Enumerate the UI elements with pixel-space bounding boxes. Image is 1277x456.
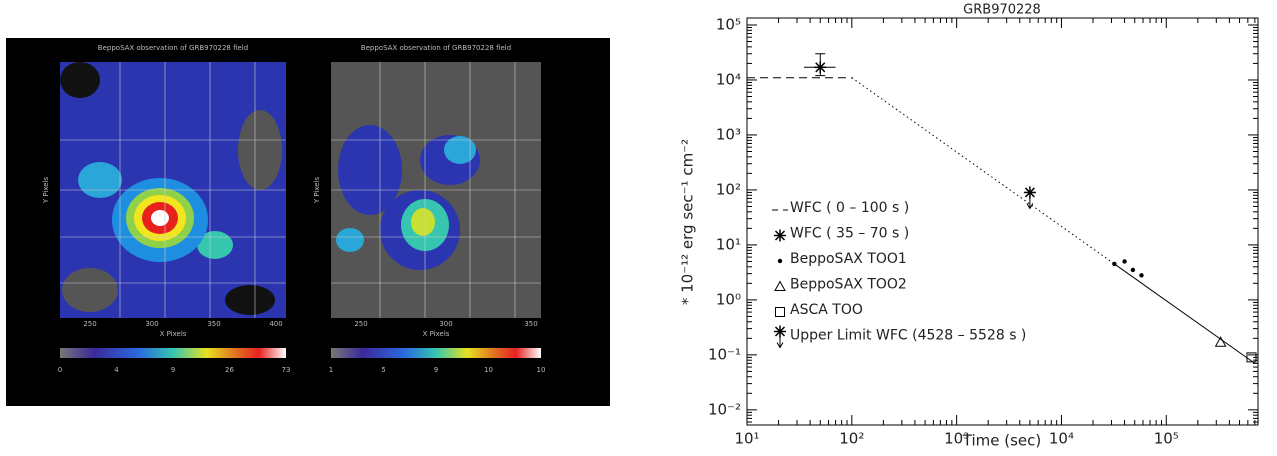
y-tick-label: 10⁵: [716, 15, 741, 33]
x-tick-label: 10³: [944, 430, 969, 448]
legend-item: Upper Limit WFC (4528 – 5528 s ): [774, 325, 1026, 349]
data-point: [1112, 261, 1117, 267]
colorbar-tick: 9: [434, 366, 438, 374]
y-tick-label: 10⁴: [716, 70, 741, 88]
panel-y-label: Y Pixels: [313, 176, 321, 204]
marker-arrow: [1026, 192, 1034, 210]
y-tick-label: 10⁻²: [708, 400, 741, 418]
blob: [62, 268, 118, 312]
colorbar: [60, 348, 286, 358]
legend-label: WFC ( 35 – 70 s ): [790, 226, 909, 242]
legend-item: BeppoSAX TOO1: [777, 251, 907, 267]
x-tick-label: 10⁵: [1154, 430, 1179, 448]
marker-dot: [1130, 267, 1136, 273]
colorbar-tick: 1: [329, 366, 333, 374]
data-point: [1246, 352, 1257, 363]
marker-stroke: [815, 62, 826, 73]
colorbar-tick: 73: [282, 366, 291, 374]
panel-title: BeppoSAX observation of GRB970228 field: [361, 44, 511, 52]
blob: [151, 210, 169, 226]
blob: [238, 110, 282, 190]
marker-triangle: [1214, 336, 1227, 347]
marker-dot: [777, 258, 783, 264]
blob: [78, 162, 122, 198]
panel-x-tick: 250: [354, 320, 367, 328]
colorbar-tick: 26: [225, 366, 234, 374]
panel-x-tick: 300: [145, 320, 158, 328]
blob: [197, 231, 233, 259]
data-point: [1130, 267, 1136, 273]
marker-triangle: [774, 280, 786, 291]
legend-item: ASCA TOO: [775, 302, 863, 318]
panel-x-tick: 400: [269, 320, 282, 328]
x-tick-label: 10²: [839, 430, 864, 448]
x-tick-label: 10¹: [734, 430, 759, 448]
data-point: [814, 61, 827, 74]
panel-x-tick: 300: [439, 320, 452, 328]
legend-item: WFC ( 0 – 100 s ): [772, 200, 909, 216]
panel-x-label: X Pixels: [160, 330, 187, 338]
panel-x-tick: 350: [524, 320, 537, 328]
y-tick-label: 10²: [716, 180, 741, 198]
y-tick-label: 10⁰: [716, 290, 741, 308]
panel-x-tick: 250: [83, 320, 96, 328]
data-point: [1122, 259, 1127, 264]
marker-square: [1246, 352, 1257, 363]
x-axis-label: Time (sec): [962, 432, 1041, 450]
blob: [60, 62, 100, 98]
marker-dot: [1122, 259, 1127, 264]
y-tick-label: 10⁻¹: [708, 345, 741, 363]
legend-label: ASCA TOO: [790, 302, 863, 318]
coord-grid: [331, 62, 541, 318]
colorbar-tick: 4: [114, 366, 119, 374]
blob: [444, 136, 476, 164]
panel-x-tick: 350: [207, 320, 220, 328]
colorbar-tick: 10: [537, 366, 546, 374]
coord-grid: [60, 62, 286, 318]
panel-y-label: Y Pixels: [42, 176, 50, 204]
data-point: [1139, 273, 1144, 278]
blob: [411, 208, 435, 236]
legend-label: WFC ( 0 – 100 s ): [790, 200, 909, 216]
colorbar-tick: 5: [381, 366, 385, 374]
y-tick-label: 10¹: [716, 235, 741, 253]
light-curve-chart: GRB970228 Time (sec) * 10⁻¹² erg sec⁻¹ c…: [679, 3, 1259, 450]
legend-item: WFC ( 35 – 70 s ): [774, 226, 909, 242]
marker-square: [775, 307, 785, 317]
panel-x-label: X Pixels: [423, 330, 450, 338]
legend-label: Upper Limit WFC (4528 – 5528 s ): [790, 328, 1026, 344]
x-tick-label: 10⁴: [1049, 430, 1074, 448]
data-point: [1214, 336, 1227, 347]
panel-title: BeppoSAX observation of GRB970228 field: [98, 44, 248, 52]
legend-label: BeppoSAX TOO1: [790, 251, 907, 267]
blob: [225, 285, 275, 315]
colorbar-tick: 10: [484, 366, 493, 374]
blob: [336, 228, 364, 252]
legend-item: BeppoSAX TOO2: [774, 277, 907, 293]
xray-image: BeppoSAX observation of GRB970228 field X…: [6, 38, 610, 406]
marker-dot: [1112, 261, 1117, 267]
marker-dot: [1139, 273, 1144, 278]
model-line: [1114, 263, 1256, 364]
marker-arrow: [776, 331, 784, 349]
data-point: [1023, 186, 1036, 210]
y-tick-label: 10³: [716, 125, 741, 143]
marker-stroke: [774, 230, 786, 241]
blob: [338, 125, 402, 215]
legend-label: BeppoSAX TOO2: [790, 277, 907, 293]
y-axis-label: * 10⁻¹² erg sec⁻¹ cm⁻²: [679, 139, 697, 305]
chart-title: GRB970228: [963, 3, 1041, 18]
colorbar-tick: 0: [58, 366, 62, 374]
plot-frame: [746, 17, 1259, 426]
colorbar: [331, 348, 541, 358]
colorbar-tick: 9: [171, 366, 175, 374]
